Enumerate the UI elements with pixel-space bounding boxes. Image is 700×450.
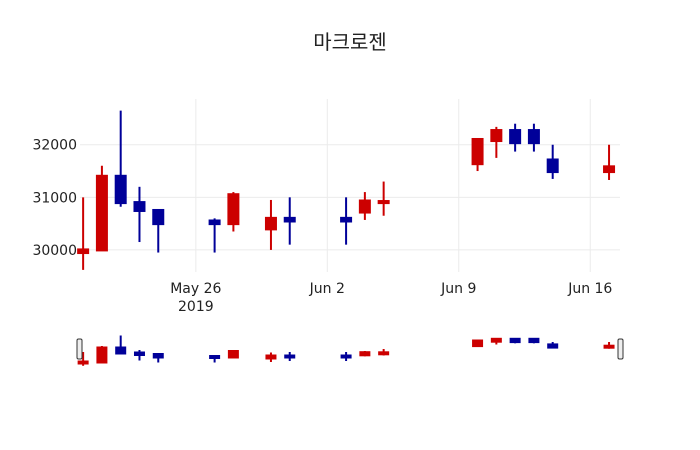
x-tick-label: Jun 9 bbox=[440, 281, 476, 297]
candle[interactable] bbox=[152, 208, 165, 253]
candle[interactable] bbox=[95, 165, 108, 252]
mini-candle bbox=[509, 337, 521, 344]
mini-candle bbox=[603, 342, 615, 349]
y-tick-label: 30000 bbox=[32, 243, 77, 259]
candle[interactable] bbox=[490, 126, 503, 158]
candle[interactable] bbox=[114, 110, 127, 207]
y-axis: 30000 31000 32000 bbox=[32, 138, 77, 259]
range-slider-candles bbox=[77, 335, 615, 366]
mini-candle bbox=[490, 337, 502, 345]
candle[interactable] bbox=[77, 197, 90, 270]
mini-candle bbox=[227, 350, 239, 359]
mini-candle bbox=[209, 355, 221, 363]
mini-candle bbox=[152, 353, 164, 363]
y-tick-label: 31000 bbox=[32, 190, 77, 206]
mini-candle bbox=[284, 352, 296, 361]
candle[interactable] bbox=[133, 186, 146, 243]
mini-candle bbox=[77, 352, 89, 366]
mini-candle bbox=[528, 337, 540, 344]
candle[interactable] bbox=[471, 137, 484, 172]
x-tick-year-label: 2019 bbox=[178, 299, 214, 315]
mini-candle bbox=[115, 335, 127, 355]
mini-candle bbox=[133, 350, 145, 361]
mini-candle bbox=[472, 339, 484, 348]
candle[interactable] bbox=[264, 199, 277, 250]
candle[interactable] bbox=[227, 192, 240, 232]
candle[interactable] bbox=[546, 144, 559, 179]
mini-candle bbox=[340, 352, 352, 361]
x-tick-label: Jun 2 bbox=[309, 281, 345, 297]
mini-candle bbox=[359, 351, 371, 357]
range-slider-right-handle[interactable] bbox=[617, 338, 624, 360]
range-slider[interactable] bbox=[76, 335, 624, 366]
candle[interactable] bbox=[340, 197, 353, 245]
x-tick-label: Jun 16 bbox=[567, 281, 612, 297]
mini-candle bbox=[265, 352, 277, 362]
candle[interactable] bbox=[603, 144, 616, 180]
mini-candle bbox=[96, 346, 108, 364]
x-tick-label: May 26 bbox=[170, 281, 221, 297]
candle[interactable] bbox=[283, 197, 296, 245]
candle[interactable] bbox=[208, 218, 221, 253]
candle[interactable] bbox=[509, 123, 522, 152]
candle[interactable] bbox=[527, 123, 540, 152]
y-tick-label: 32000 bbox=[32, 138, 77, 154]
x-axis: May 26 2019 Jun 2 Jun 9 Jun 16 bbox=[170, 281, 612, 315]
grid-lines bbox=[80, 99, 620, 272]
mini-candle bbox=[547, 342, 559, 349]
candle[interactable] bbox=[377, 181, 390, 216]
candles-main[interactable] bbox=[77, 110, 616, 270]
range-slider-left-handle[interactable] bbox=[76, 338, 83, 360]
mini-candle bbox=[378, 349, 390, 356]
candle[interactable] bbox=[358, 192, 371, 220]
chart-title: 마크로젠 bbox=[313, 30, 387, 54]
